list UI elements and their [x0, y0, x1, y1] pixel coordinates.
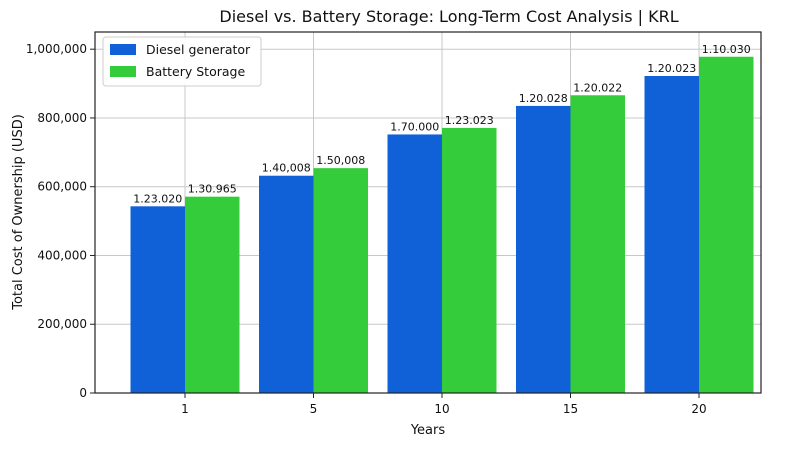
data-label-battery: 1.23.023	[445, 114, 494, 127]
bars	[130, 56, 754, 394]
legend-label-battery: Battery Storage	[146, 64, 245, 79]
bar-diesel	[516, 105, 571, 394]
data-label-diesel: 1.40,008	[262, 162, 311, 175]
chart-title: Diesel vs. Battery Storage: Long-Term Co…	[219, 7, 678, 26]
bar-diesel	[644, 76, 699, 393]
y-tick-label: 600,000	[37, 180, 87, 194]
y-tick-label: 800,000	[37, 111, 87, 125]
bar-battery	[699, 56, 754, 394]
bar-battery	[442, 127, 497, 394]
legend-swatch-battery	[110, 66, 136, 77]
plot-frame	[94, 31, 762, 394]
legend-box	[102, 36, 262, 87]
legend: Diesel generator Battery Storage	[102, 36, 262, 87]
bar-battery	[570, 95, 625, 393]
x-axis-label: Years	[410, 423, 446, 438]
bar-battery	[185, 196, 240, 393]
x-axis: 1 5 10 15 20	[181, 393, 707, 416]
data-label-diesel: 1.20.023	[647, 62, 696, 75]
x-tick-label: 5	[310, 402, 318, 416]
data-label-diesel: 1.70.000	[390, 120, 439, 133]
y-tick-label: 200,000	[37, 317, 87, 331]
data-label-battery: 1.10.030	[702, 43, 751, 56]
x-tick-label: 10	[434, 402, 449, 416]
data-label-diesel: 1.23.020	[133, 192, 182, 205]
y-axis: 0 200,000 400,000 600,000 800,000 1,000,000	[26, 42, 95, 400]
bar-diesel	[130, 206, 185, 393]
y-tick-label: 0	[79, 386, 87, 400]
data-labels: 1.23.020 1.40,008 1.70.000 1.20.028 1.20.023…	[133, 43, 750, 206]
data-label-battery: 1.20.022	[573, 81, 622, 94]
bar-battery	[313, 168, 368, 393]
y-tick-label: 1,000,000	[26, 42, 87, 56]
data-label-battery: 1.30.965	[188, 183, 237, 196]
y-axis-label: Total Cost of Ownership (USD)	[11, 114, 26, 311]
x-tick-label: 20	[691, 402, 706, 416]
x-tick-label: 15	[563, 402, 578, 416]
bar-diesel	[387, 134, 442, 393]
x-tick-label: 1	[181, 402, 189, 416]
legend-swatch-diesel	[110, 44, 136, 55]
data-label-diesel: 1.20.028	[519, 92, 568, 105]
data-label-battery: 1.50,008	[316, 154, 365, 167]
bar-diesel	[259, 175, 314, 393]
legend-label-diesel: Diesel generator	[146, 42, 251, 57]
y-tick-label: 400,000	[37, 248, 87, 262]
